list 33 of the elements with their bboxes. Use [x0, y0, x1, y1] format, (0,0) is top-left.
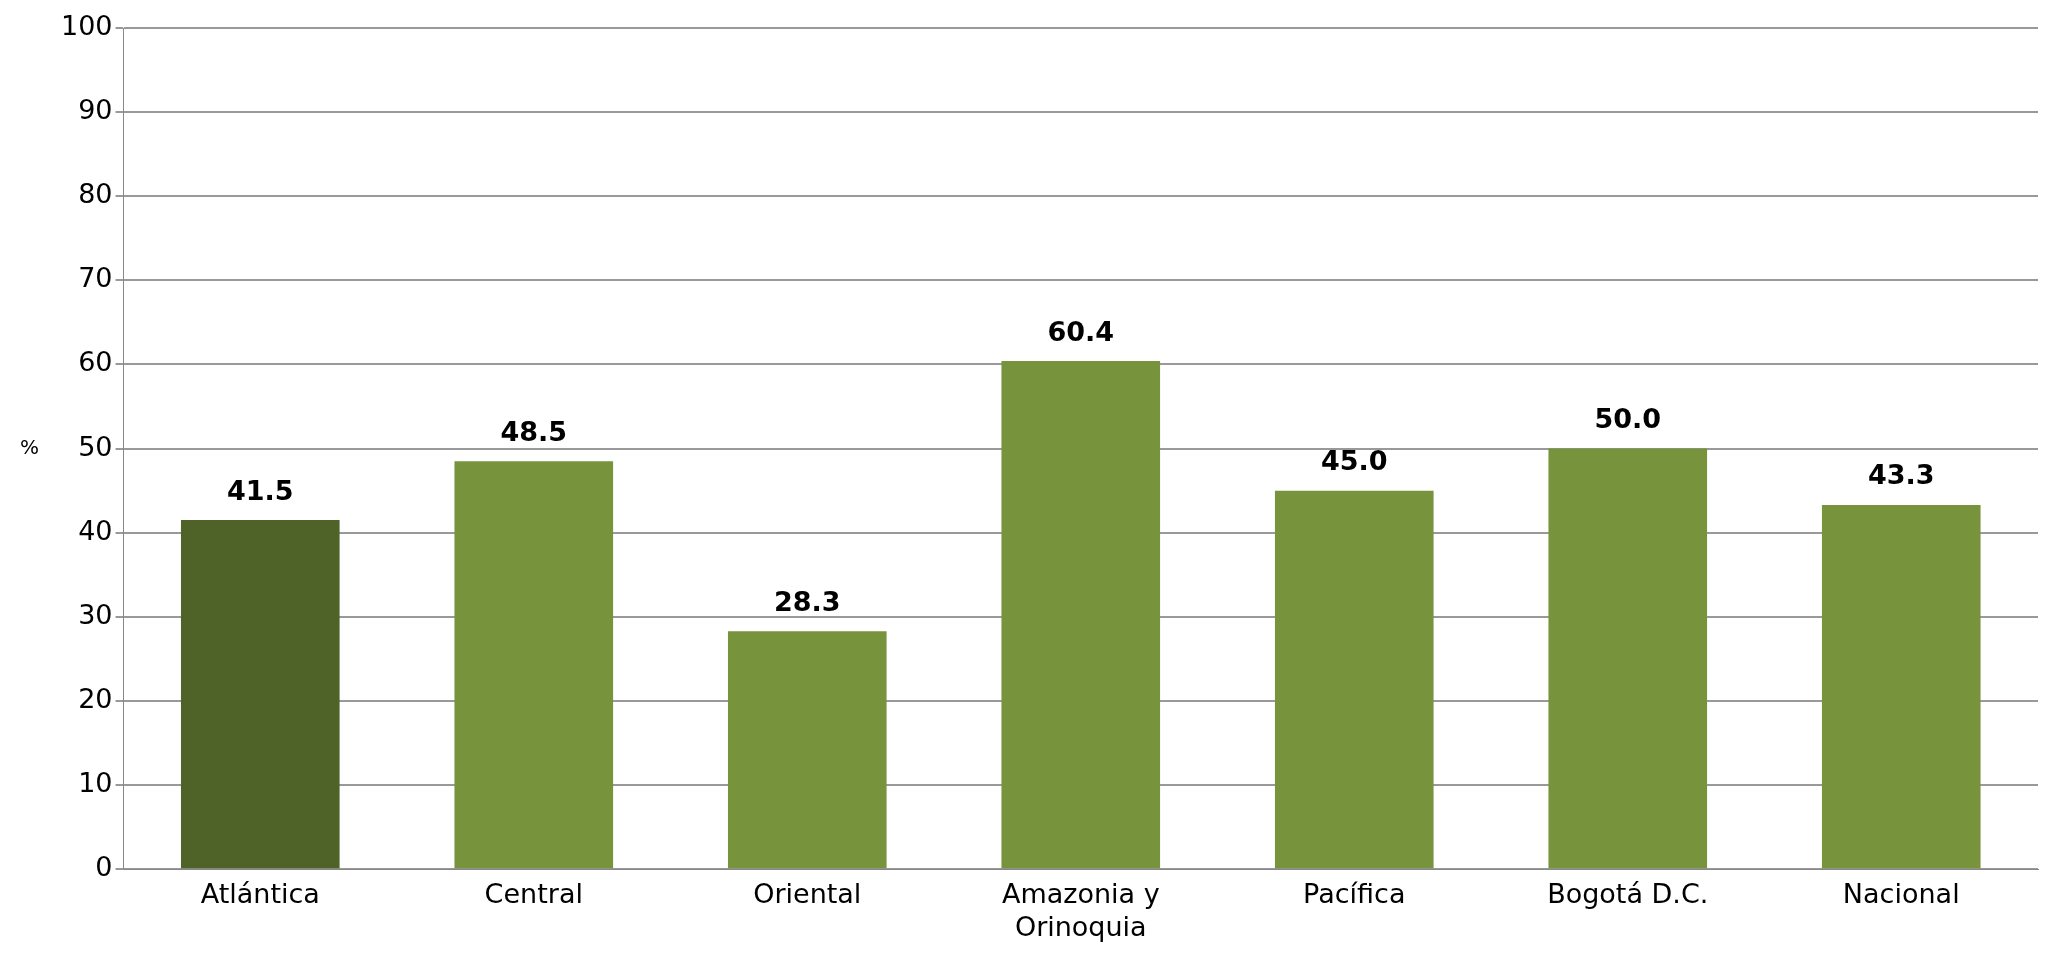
bar — [180, 520, 340, 869]
x-tick-label: Nacional — [1842, 878, 1960, 910]
y-tick-label: 20 — [78, 682, 113, 714]
x-tick-label: Bogotá D.C. — [1547, 878, 1709, 910]
bar — [727, 631, 887, 869]
data-label: 28.3 — [773, 585, 841, 617]
data-label: 48.5 — [500, 415, 568, 447]
y-tick-label: 80 — [78, 178, 113, 210]
x-tick-label: Central — [484, 878, 583, 910]
y-tick-label: 50 — [78, 430, 113, 462]
x-tick-label: Pacífica — [1303, 878, 1406, 910]
bar — [1821, 504, 1981, 869]
data-label: 43.3 — [1867, 459, 1935, 491]
y-tick-label: 30 — [78, 598, 113, 630]
y-tick-label: 0 — [95, 851, 113, 883]
x-tick-label: Atlántica — [200, 878, 320, 910]
y-axis-title: % — [20, 434, 40, 459]
data-label: 50.0 — [1594, 403, 1662, 435]
y-tick-label: 60 — [78, 346, 113, 378]
y-tick-label: 100 — [60, 10, 113, 42]
x-tick-label: Oriental — [753, 878, 862, 910]
data-label: 45.0 — [1320, 445, 1388, 477]
bar — [1001, 361, 1161, 869]
y-tick-label: 90 — [78, 94, 113, 126]
bar — [1274, 490, 1434, 869]
x-tick-label: Amazonia y Orinoquia — [1001, 878, 1160, 942]
y-tick-label: 10 — [78, 767, 113, 799]
bar — [454, 461, 614, 869]
data-label: 60.4 — [1047, 315, 1115, 347]
bar — [1548, 448, 1708, 869]
data-label: 41.5 — [226, 474, 294, 506]
y-tick-label: 70 — [78, 262, 113, 294]
y-tick-label: 40 — [78, 514, 113, 546]
